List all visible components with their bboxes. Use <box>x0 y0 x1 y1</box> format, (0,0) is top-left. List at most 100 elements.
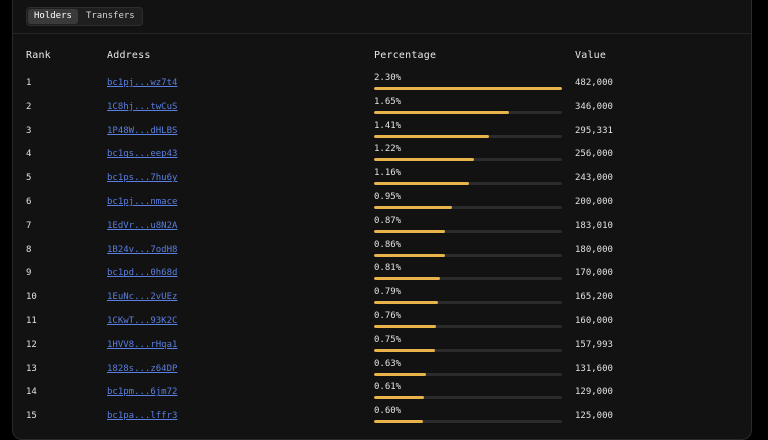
value-cell: 346,000 <box>575 101 613 112</box>
rank-cell: 12 <box>26 339 37 350</box>
percentage-bar <box>374 229 562 233</box>
address-link[interactable]: 1B24v...7odH8 <box>107 244 178 255</box>
address-link[interactable]: bc1pm...6jm72 <box>107 387 178 398</box>
percentage-bar <box>374 182 562 186</box>
table-row: 5 bc1ps...7hu6y 1.16% 243,000 <box>0 165 768 189</box>
value-cell: 200,000 <box>575 196 613 207</box>
value-cell: 295,331 <box>575 125 613 136</box>
rank-cell: 6 <box>26 196 32 207</box>
address-link[interactable]: 1EdVr...u8N2A <box>107 220 178 231</box>
percentage-label: 0.87% <box>374 215 402 226</box>
address-link[interactable]: 1828s...z64DP <box>107 363 178 374</box>
percentage-bar-fill <box>374 372 426 376</box>
table-row: 12 1HVV8...rHqa1 0.75% 157,993 <box>0 332 768 356</box>
address-link[interactable]: 1C8hj...twCuS <box>107 101 178 112</box>
address-link[interactable]: bc1pj...nmace <box>107 196 178 207</box>
value-cell: 180,000 <box>575 244 613 255</box>
percentage-bar <box>374 372 562 376</box>
value-cell: 131,600 <box>575 363 613 374</box>
percentage-bar-fill <box>374 158 474 162</box>
percentage-bar <box>374 396 562 400</box>
address-link[interactable]: bc1qs...eep43 <box>107 149 178 160</box>
percentage-label: 1.65% <box>374 96 402 107</box>
table-row: 14 bc1pm...6jm72 0.61% 129,000 <box>0 379 768 403</box>
percentage-bar <box>374 348 562 352</box>
percentage-label: 0.75% <box>374 334 402 345</box>
percentage-bar <box>374 87 562 90</box>
value-cell: 243,000 <box>575 173 613 184</box>
address-link[interactable]: bc1pa...lffr3 <box>107 411 178 422</box>
tab-transfers[interactable]: Transfers <box>85 11 135 21</box>
percentage-bar-fill <box>374 277 441 281</box>
divider <box>13 33 751 34</box>
percentage-bar <box>374 324 562 328</box>
table-header: Rank Address Percentage Value <box>0 50 768 62</box>
percentage-label: 1.22% <box>374 144 402 155</box>
value-cell: 129,000 <box>575 387 613 398</box>
percentage-bar <box>374 110 562 114</box>
percentage-bar-fill <box>374 229 446 233</box>
table-row: 4 bc1qs...eep43 1.22% 256,000 <box>0 141 768 165</box>
holders-panel <box>12 0 752 440</box>
rank-cell: 15 <box>26 411 37 422</box>
address-link[interactable]: 1P48W...dHLBS <box>107 125 178 136</box>
percentage-bar <box>374 301 562 305</box>
rank-cell: 5 <box>26 173 32 184</box>
percentage-bar-fill <box>374 324 437 328</box>
table-row: 1 bc1pj...wz7t4 2.30% 482,000 <box>0 70 768 94</box>
percentage-label: 0.76% <box>374 310 402 321</box>
tab-holders[interactable]: Holders <box>28 9 78 24</box>
percentage-label: 0.86% <box>374 239 402 250</box>
address-link[interactable]: 1HVV8...rHqa1 <box>107 339 178 350</box>
rank-cell: 10 <box>26 292 37 303</box>
percentage-bar-fill <box>374 134 489 138</box>
percentage-label: 2.30% <box>374 73 402 83</box>
rank-cell: 3 <box>26 125 32 136</box>
table-row: 2 1C8hj...twCuS 1.65% 346,000 <box>0 94 768 118</box>
value-cell: 170,000 <box>575 268 613 279</box>
rank-cell: 13 <box>26 363 37 374</box>
percentage-label: 0.63% <box>374 358 402 369</box>
table-row: 8 1B24v...7odH8 0.86% 180,000 <box>0 237 768 261</box>
rank-cell: 11 <box>26 315 37 326</box>
percentage-bar-fill <box>374 87 562 90</box>
holders-table: 1 bc1pj...wz7t4 2.30% 482,000 2 1C8hj...twCuS… <box>0 70 768 427</box>
value-cell: 157,993 <box>575 339 613 350</box>
rank-cell: 8 <box>26 244 32 255</box>
value-cell: 160,000 <box>575 315 613 326</box>
percentage-bar <box>374 205 562 209</box>
table-row: 13 1828s...z64DP 0.63% 131,600 <box>0 356 768 380</box>
percentage-bar-fill <box>374 253 445 257</box>
rank-cell: 2 <box>26 101 32 112</box>
value-cell: 183,010 <box>575 220 613 231</box>
percentage-bar <box>374 277 562 281</box>
header-value: Value <box>575 50 607 61</box>
tab-bar: Holders Transfers <box>26 7 143 26</box>
percentage-bar-fill <box>374 348 436 352</box>
value-cell: 256,000 <box>575 149 613 160</box>
percentage-bar-fill <box>374 205 453 209</box>
percentage-label: 0.95% <box>374 191 402 202</box>
percentage-bar <box>374 253 562 257</box>
table-row: 11 1CKwT...93K2C 0.76% 160,000 <box>0 308 768 332</box>
address-link[interactable]: bc1pd...0h68d <box>107 268 178 279</box>
address-link[interactable]: bc1pj...wz7t4 <box>107 78 178 88</box>
address-link[interactable]: bc1ps...7hu6y <box>107 173 178 184</box>
rank-cell: 7 <box>26 220 32 231</box>
header-rank: Rank <box>26 50 51 61</box>
percentage-bar-fill <box>374 396 424 400</box>
percentage-bar-fill <box>374 301 439 305</box>
table-row: 3 1P48W...dHLBS 1.41% 295,331 <box>0 118 768 142</box>
percentage-label: 1.16% <box>374 168 402 179</box>
header-percentage: Percentage <box>374 50 437 61</box>
percentage-label: 0.81% <box>374 263 402 274</box>
percentage-bar <box>374 134 562 138</box>
address-link[interactable]: 1CKwT...93K2C <box>107 315 178 326</box>
address-link[interactable]: 1EuNc...2vUEz <box>107 292 178 303</box>
percentage-bar <box>374 158 562 162</box>
percentage-label: 0.60% <box>374 406 402 417</box>
percentage-bar-fill <box>374 110 510 114</box>
table-row: 9 bc1pd...0h68d 0.81% 170,000 <box>0 260 768 284</box>
percentage-label: 0.61% <box>374 382 402 393</box>
value-cell: 482,000 <box>575 78 613 88</box>
